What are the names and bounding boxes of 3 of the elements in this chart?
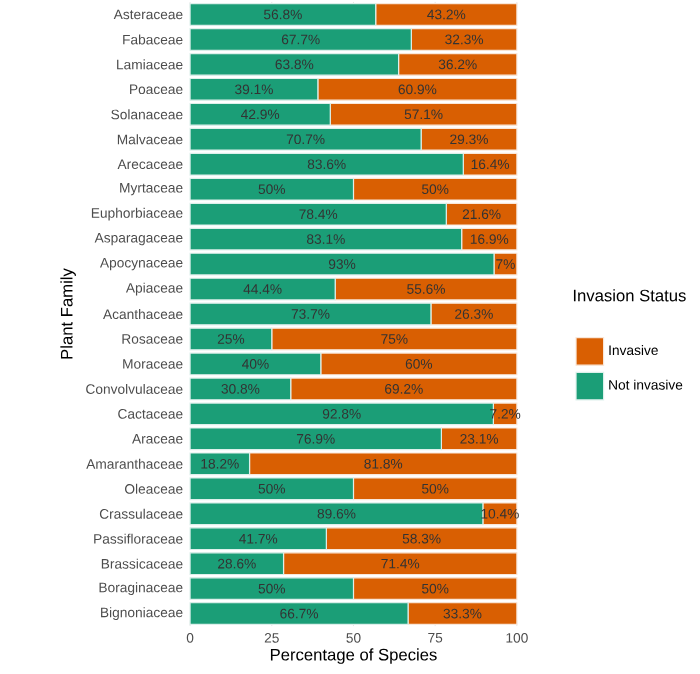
y-axis-title: Plant Family [60,268,76,359]
x-axis-title: Percentage of Species [270,648,437,665]
legend-title: Invasion Status [573,289,686,302]
